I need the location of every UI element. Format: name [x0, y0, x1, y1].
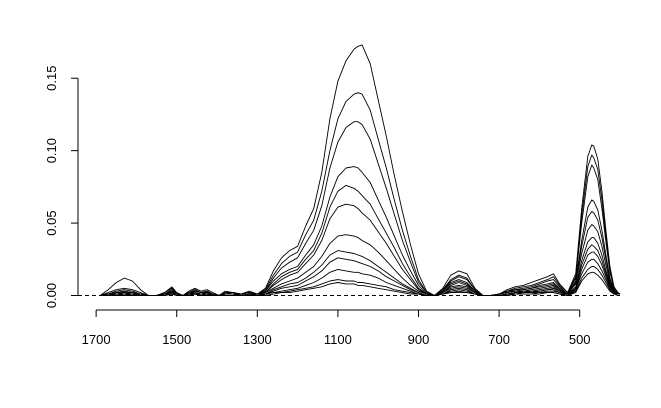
spectrum-line-3: [100, 121, 621, 296]
x-tick-label: 1300: [243, 332, 272, 347]
series-layer: [99, 44, 621, 296]
spectrum-line-10: [100, 258, 620, 296]
x-tick-label: 1100: [324, 332, 352, 347]
y-axis-ticks: 0.00 0.05 0.10 0.15: [44, 66, 78, 308]
x-axis-ticks: 1700 1500 1300 1100 900 700 500: [82, 310, 591, 347]
axes: [77, 78, 580, 311]
y-tick-label: 0.15: [44, 66, 59, 91]
x-tick-label: 700: [488, 332, 510, 347]
spectrum-line-4: [100, 166, 620, 296]
x-tick-label: 500: [569, 332, 591, 347]
y-tick-label: 0.05: [44, 210, 59, 235]
x-tick-label: 1500: [162, 332, 191, 347]
spectrum-line-12: [100, 271, 620, 296]
x-tick-label: 1700: [82, 332, 111, 347]
y-tick-label: 0.00: [44, 283, 59, 308]
y-tick-label: 0.10: [44, 138, 59, 163]
x-tick-label: 900: [408, 332, 430, 347]
